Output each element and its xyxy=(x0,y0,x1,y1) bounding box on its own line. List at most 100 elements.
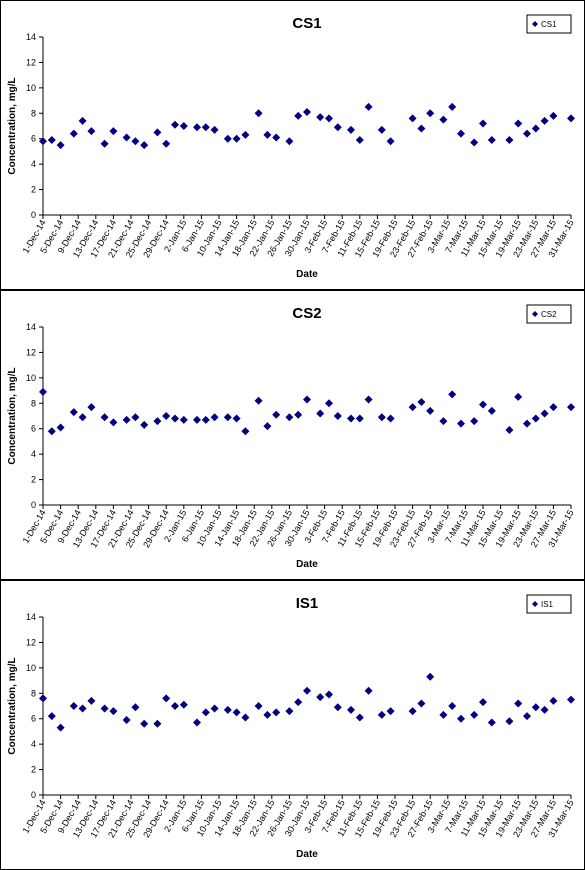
data-point xyxy=(355,713,364,722)
data-point xyxy=(377,710,386,719)
data-point xyxy=(131,413,140,422)
data-point xyxy=(448,102,457,111)
data-point xyxy=(457,129,465,138)
data-point xyxy=(364,686,373,695)
data-point xyxy=(122,415,131,424)
data-point xyxy=(272,133,281,142)
data-point xyxy=(109,127,118,136)
data-point xyxy=(100,139,109,148)
x-axis-label: Date xyxy=(296,269,318,280)
data-point xyxy=(325,114,333,123)
data-point xyxy=(254,396,263,405)
chart-title: IS1 xyxy=(296,595,319,612)
legend-box xyxy=(526,594,572,614)
data-point xyxy=(514,119,523,128)
data-point xyxy=(333,123,342,132)
data-point xyxy=(386,707,395,716)
legend-label: CS1 xyxy=(541,20,557,29)
data-point xyxy=(549,696,558,705)
data-point xyxy=(479,119,487,128)
data-point xyxy=(439,710,448,719)
y-tick-label: 2 xyxy=(31,185,36,195)
data-point xyxy=(241,130,250,139)
data-point xyxy=(333,412,342,420)
data-point xyxy=(78,116,87,125)
data-point xyxy=(479,400,487,409)
data-point xyxy=(386,414,395,423)
data-point xyxy=(162,139,171,148)
data-point xyxy=(531,414,540,423)
data-point xyxy=(426,109,435,118)
data-point xyxy=(523,419,531,428)
data-point xyxy=(232,414,241,423)
data-point xyxy=(540,409,549,418)
data-point xyxy=(171,120,179,129)
data-point xyxy=(567,114,575,123)
data-point xyxy=(232,134,241,143)
data-point xyxy=(193,718,201,727)
data-point xyxy=(303,108,311,117)
data-point xyxy=(241,427,250,436)
data-point xyxy=(470,710,479,719)
data-point xyxy=(87,696,96,705)
data-point xyxy=(549,111,558,120)
data-point xyxy=(78,704,87,713)
data-point xyxy=(179,415,188,424)
x-axis-label: Date xyxy=(296,559,318,570)
data-point xyxy=(514,699,523,708)
legend-marker xyxy=(532,21,538,27)
legend-marker xyxy=(532,311,538,317)
data-point xyxy=(316,113,325,122)
data-point xyxy=(523,129,531,138)
data-point xyxy=(355,135,364,144)
data-point xyxy=(549,403,558,412)
data-point xyxy=(426,406,435,415)
chart-title: CS1 xyxy=(292,15,321,32)
data-point xyxy=(210,413,219,422)
data-point xyxy=(131,137,140,146)
data-point xyxy=(531,703,540,712)
y-tick-label: 12 xyxy=(26,57,36,67)
data-point xyxy=(479,698,487,707)
data-point xyxy=(223,705,232,714)
data-point xyxy=(109,707,118,716)
data-point xyxy=(263,710,272,719)
data-point xyxy=(303,686,311,695)
data-point xyxy=(408,403,417,412)
data-point xyxy=(470,138,479,147)
data-point xyxy=(153,417,162,426)
data-point xyxy=(210,125,219,134)
data-point xyxy=(47,427,56,436)
data-point xyxy=(316,693,325,702)
y-tick-label: 10 xyxy=(26,663,36,673)
data-point xyxy=(285,413,294,422)
legend: IS1 xyxy=(526,594,572,614)
data-point xyxy=(69,702,78,710)
data-point xyxy=(39,387,47,396)
data-point xyxy=(457,419,465,428)
data-point xyxy=(47,135,56,144)
data-point xyxy=(294,698,303,707)
y-tick-label: 10 xyxy=(26,373,36,383)
data-point xyxy=(285,707,294,716)
data-point xyxy=(201,708,210,717)
data-point xyxy=(448,390,457,399)
data-point xyxy=(439,417,448,426)
data-point xyxy=(69,129,78,138)
data-point xyxy=(201,123,210,132)
legend-marker xyxy=(532,601,538,607)
data-point xyxy=(179,700,188,709)
data-point xyxy=(153,719,162,728)
y-tick-label: 12 xyxy=(26,637,36,647)
data-point xyxy=(56,723,65,732)
y-tick-label: 0 xyxy=(31,210,36,220)
data-point xyxy=(109,418,118,427)
data-point xyxy=(140,141,149,150)
data-point xyxy=(179,122,188,130)
y-tick-label: 2 xyxy=(31,475,36,485)
data-point xyxy=(487,406,496,415)
data-point xyxy=(193,123,201,132)
data-point xyxy=(272,410,281,419)
data-point xyxy=(210,704,219,713)
data-point xyxy=(426,672,435,681)
